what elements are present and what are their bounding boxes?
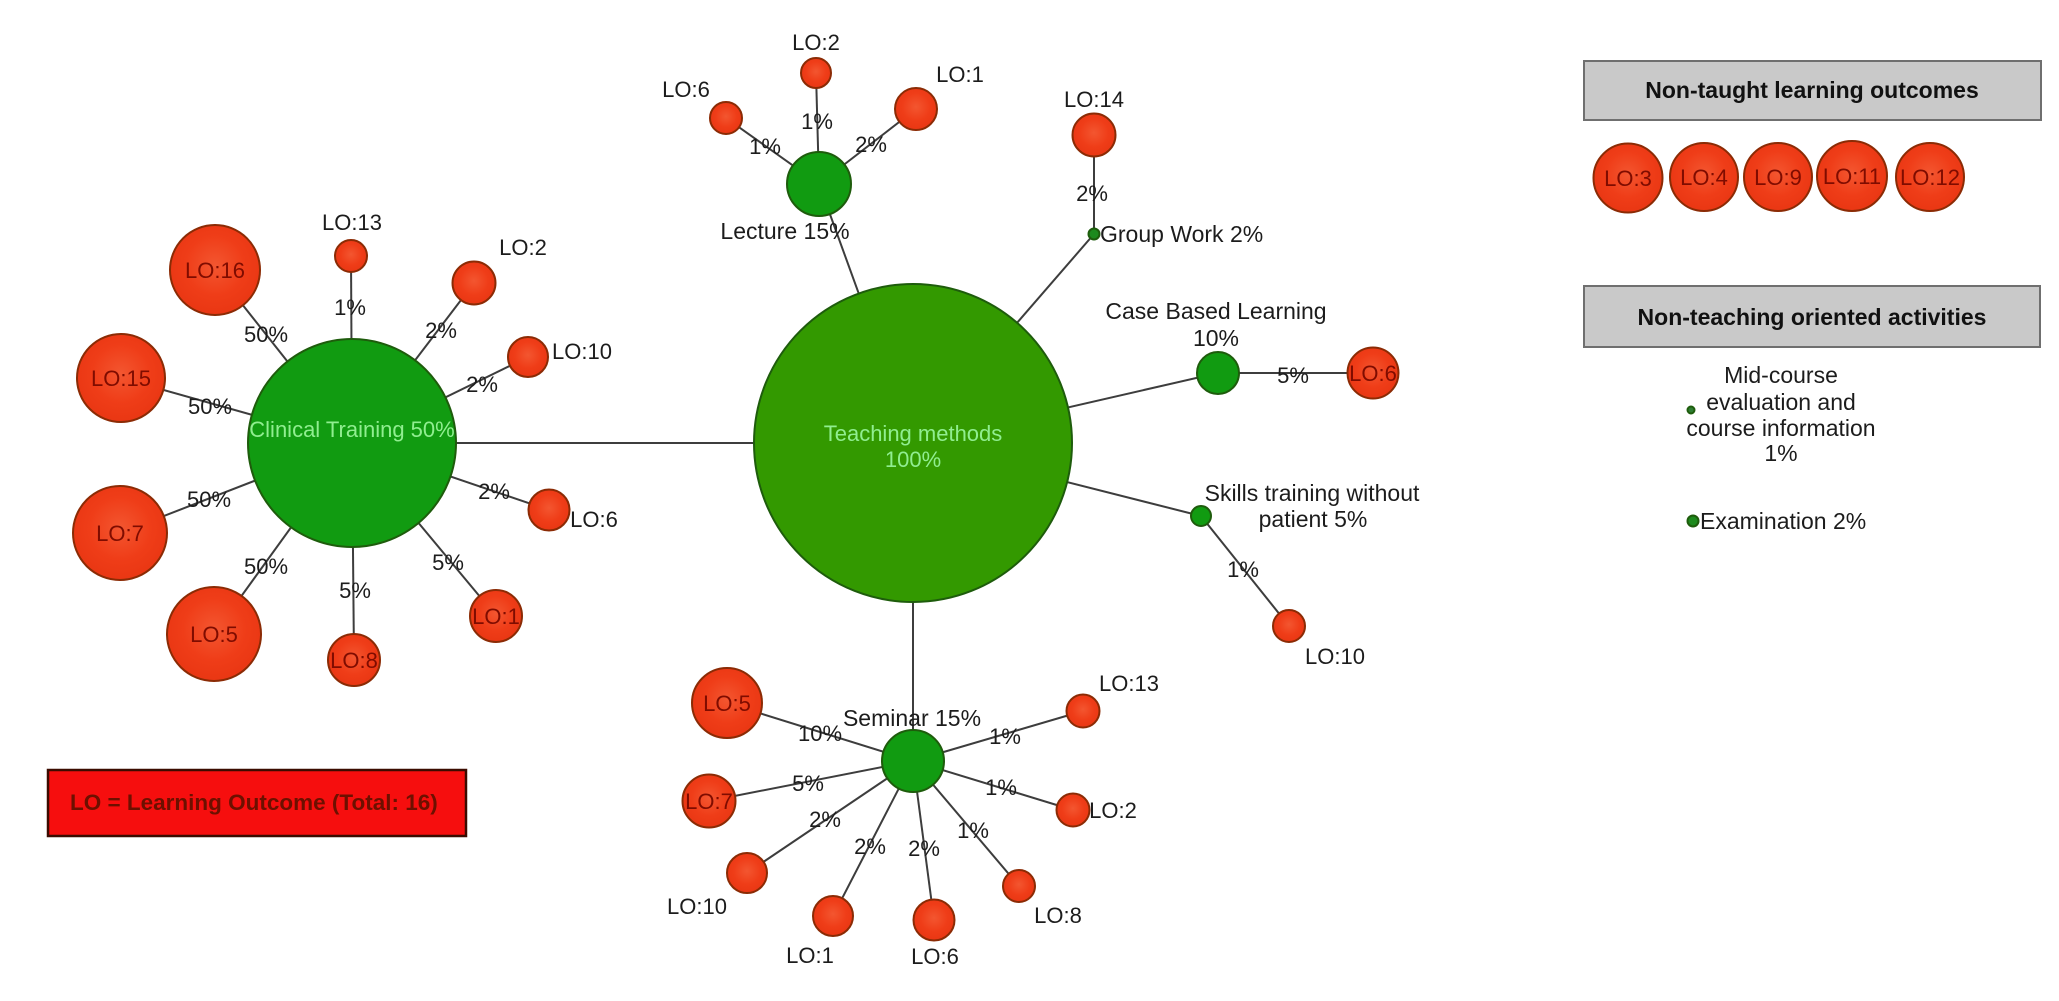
svg-text:1%: 1% [1764, 440, 1797, 466]
svg-text:5%: 5% [432, 550, 464, 575]
svg-text:1%: 1% [957, 818, 989, 843]
svg-text:50%: 50% [244, 322, 288, 347]
svg-text:1%: 1% [801, 109, 833, 134]
svg-text:LO:2: LO:2 [1089, 798, 1137, 823]
svg-text:2%: 2% [854, 834, 886, 859]
svg-text:50%: 50% [244, 554, 288, 579]
svg-text:Seminar 15%: Seminar 15% [843, 705, 981, 731]
svg-text:patient 5%: patient 5% [1259, 506, 1368, 532]
svg-text:LO:15: LO:15 [91, 366, 151, 391]
svg-text:2%: 2% [466, 372, 498, 397]
svg-text:2%: 2% [478, 479, 510, 504]
svg-text:evaluation and: evaluation and [1706, 389, 1856, 415]
svg-text:10%: 10% [1193, 325, 1239, 351]
svg-text:1%: 1% [985, 775, 1017, 800]
svg-text:10%: 10% [798, 721, 842, 746]
svg-text:Teaching methods: Teaching methods [824, 421, 1003, 446]
svg-text:5%: 5% [339, 578, 371, 603]
svg-text:LO:13: LO:13 [1099, 671, 1159, 696]
svg-text:2%: 2% [908, 836, 940, 861]
svg-text:LO:10: LO:10 [1305, 644, 1365, 669]
svg-text:LO:1: LO:1 [936, 62, 984, 87]
svg-text:LO:5: LO:5 [703, 691, 751, 716]
svg-text:Group Work 2%: Group Work 2% [1100, 221, 1263, 247]
svg-text:Skills training without: Skills training without [1205, 480, 1420, 506]
svg-text:50%: 50% [187, 487, 231, 512]
svg-text:LO:11: LO:11 [1823, 164, 1881, 189]
svg-text:1%: 1% [1227, 557, 1259, 582]
svg-text:LO:12: LO:12 [1900, 165, 1960, 190]
svg-text:2%: 2% [809, 807, 841, 832]
svg-text:100%: 100% [885, 447, 941, 472]
svg-text:Mid-course: Mid-course [1724, 362, 1838, 388]
svg-text:5%: 5% [792, 771, 824, 796]
svg-text:LO:10: LO:10 [667, 894, 727, 919]
svg-text:2%: 2% [425, 318, 457, 343]
svg-text:Case Based Learning: Case Based Learning [1105, 298, 1326, 324]
svg-text:course information: course information [1686, 415, 1875, 441]
svg-text:LO:1: LO:1 [472, 604, 520, 629]
svg-text:2%: 2% [1076, 181, 1108, 206]
svg-text:LO:9: LO:9 [1754, 165, 1802, 190]
svg-text:LO:2: LO:2 [792, 30, 840, 55]
svg-text:Examination 2%: Examination 2% [1700, 508, 1866, 534]
svg-text:LO:6: LO:6 [1349, 361, 1397, 386]
svg-text:Clinical Training 50%: Clinical Training 50% [249, 417, 454, 442]
svg-text:LO:7: LO:7 [96, 521, 144, 546]
svg-text:LO:5: LO:5 [190, 622, 238, 647]
svg-text:2%: 2% [855, 132, 887, 157]
svg-text:50%: 50% [188, 394, 232, 419]
svg-text:LO:6: LO:6 [662, 77, 710, 102]
svg-text:LO:6: LO:6 [570, 507, 618, 532]
svg-text:LO:3: LO:3 [1604, 166, 1652, 191]
svg-text:LO:4: LO:4 [1680, 165, 1728, 190]
svg-text:LO:8: LO:8 [1034, 903, 1082, 928]
svg-text:LO:16: LO:16 [185, 258, 245, 283]
svg-text:Non-taught learning outcomes: Non-taught learning outcomes [1645, 77, 1979, 103]
svg-text:1%: 1% [989, 724, 1021, 749]
svg-text:1%: 1% [749, 134, 781, 159]
svg-text:LO:1: LO:1 [786, 943, 834, 968]
svg-text:Non-teaching oriented activiti: Non-teaching oriented activities [1638, 304, 1987, 330]
svg-text:LO:13: LO:13 [322, 210, 382, 235]
svg-text:LO:10: LO:10 [552, 339, 612, 364]
svg-text:LO:6: LO:6 [911, 944, 959, 969]
svg-text:LO:14: LO:14 [1064, 87, 1124, 112]
svg-text:Lecture 15%: Lecture 15% [720, 218, 849, 244]
svg-text:LO:2: LO:2 [499, 235, 547, 260]
svg-text:LO:8: LO:8 [330, 648, 378, 673]
svg-text:LO:7: LO:7 [685, 789, 733, 814]
svg-text:5%: 5% [1277, 363, 1309, 388]
svg-text:LO = Learning Outcome (Total:: LO = Learning Outcome (Total: 16) [70, 790, 438, 815]
svg-text:1%: 1% [334, 295, 366, 320]
